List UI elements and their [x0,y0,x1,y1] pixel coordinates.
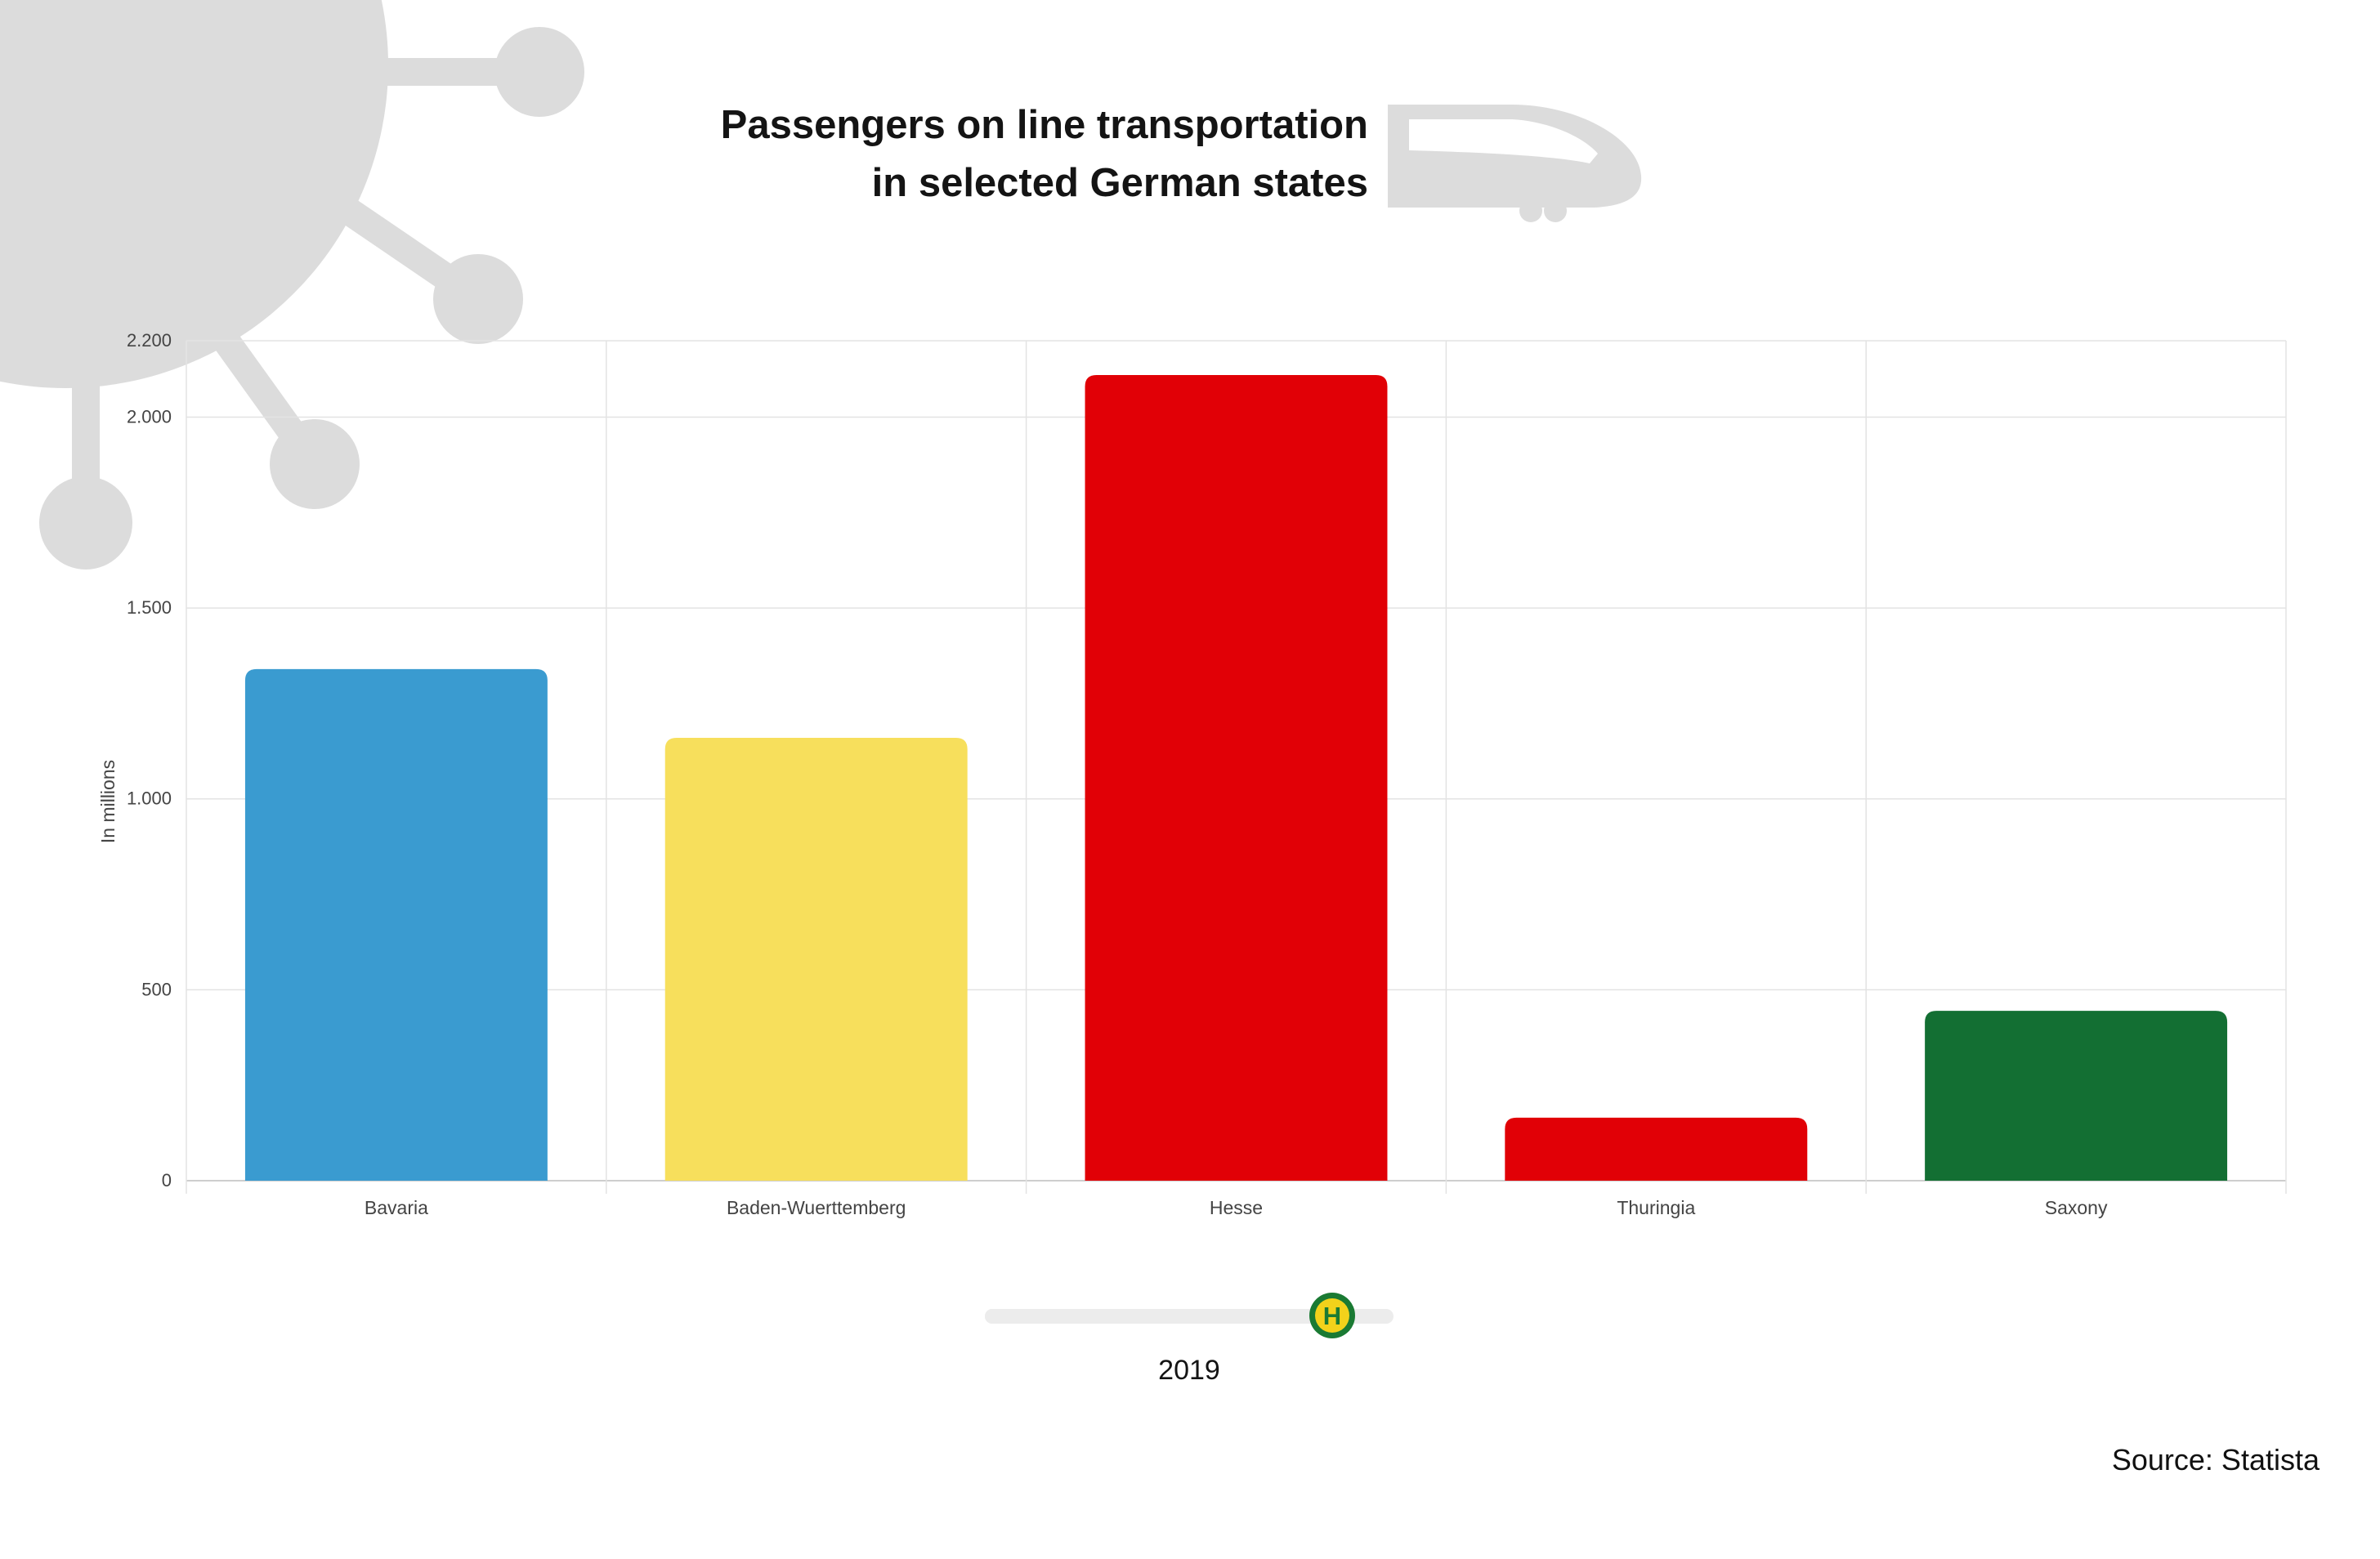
bar-saxony [1925,1011,2228,1181]
y-axis-label: In millions [97,760,119,843]
y-tick-label: 0 [162,1170,172,1190]
chart-title: Passengers on line transportation in sel… [721,96,1368,212]
virus-icon [0,0,584,570]
x-tick-label: Thuringia [1617,1197,1695,1218]
x-tick-label: Bavaria [365,1197,428,1218]
bar-chart: 0 500 1.000 1.500 2.000 2.200 Bavaria Baden-Wue… [97,330,2287,1218]
bus-stop-icon[interactable]: H [1309,1292,1356,1339]
selected-year-label: 2019 [1158,1355,1220,1386]
y-tick-label: 1.000 [127,788,172,809]
year-slider-track-fill [985,1309,1332,1324]
title-line-2: in selected German states [871,161,1368,205]
x-tick-label: Baden-Wuerttemberg [727,1197,906,1218]
x-tick-label: Saxony [2045,1197,2108,1218]
year-slider[interactable]: H [985,1293,1394,1338]
source-note: Source: Statista [2111,1443,2320,1476]
y-tick-label: 2.000 [127,406,172,427]
y-tick-label: 500 [141,979,172,999]
bar-hesse [1085,375,1388,1181]
bar-bavaria [244,668,548,1181]
title-line-1: Passengers on line transportation [720,103,1368,147]
y-tick-label: 2.200 [127,330,172,351]
slider-thumb-letter: H [1323,1302,1341,1330]
bar-baden-wuerttemberg [664,737,968,1181]
x-tick-label: Hesse [1210,1197,1263,1218]
y-tick-label: 1.500 [127,597,172,618]
bar-thuringia [1505,1117,1808,1181]
